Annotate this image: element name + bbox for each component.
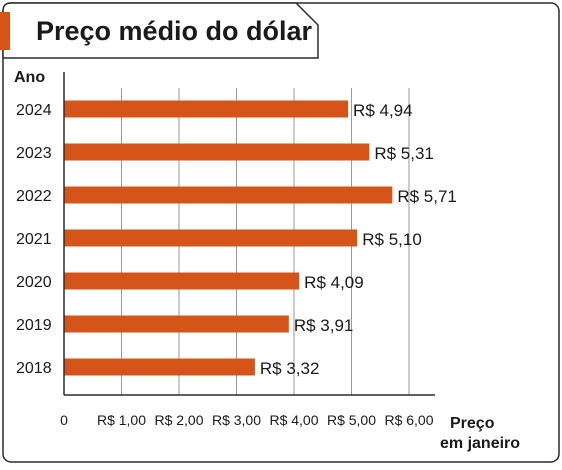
bar-2020	[64, 272, 300, 290]
bar-2023	[64, 143, 370, 161]
chart-title: Preço médio do dólar	[36, 16, 313, 46]
x-tick-label: R$ 6,00	[384, 412, 433, 428]
y-category-label: 2023	[16, 145, 52, 162]
y-category-label: 2021	[16, 231, 52, 248]
bar-2021	[64, 229, 358, 247]
y-category-labels: 2024 2023 2022 2021 2020 2019 2018	[16, 102, 52, 377]
title-tab	[2, 2, 319, 59]
y-category-label: 2020	[16, 274, 52, 291]
value-label: R$ 3,91	[294, 316, 354, 335]
value-label: R$ 4,94	[353, 101, 413, 120]
bar-2018	[64, 358, 255, 376]
bars	[64, 100, 393, 376]
value-labels: R$ 4,94 R$ 5,31 R$ 5,71 R$ 5,10 R$ 4,09 R$ 3,…	[260, 101, 457, 378]
value-label: R$ 4,09	[304, 273, 364, 292]
y-category-label: 2018	[16, 360, 52, 377]
y-category-label: 2022	[16, 188, 52, 205]
y-category-label: 2024	[16, 102, 52, 119]
x-axis-label-line1: Preço	[450, 415, 495, 432]
x-tick-label: R$ 1,00	[97, 412, 146, 428]
value-label: R$ 5,10	[362, 230, 422, 249]
x-tick-labels: 0 R$ 1,00 R$ 2,00 R$ 3,00 R$ 4,00 R$ 5,00 R$ 6…	[60, 412, 434, 428]
bar-2022	[64, 186, 393, 204]
y-axis-label: Ano	[14, 69, 45, 86]
bar-2019	[64, 315, 289, 333]
value-label: R$ 3,32	[260, 359, 320, 378]
x-tick-label: R$ 3,00	[212, 412, 261, 428]
value-label: R$ 5,71	[397, 187, 457, 206]
y-category-label: 2019	[16, 317, 52, 334]
title-accent-bar	[0, 12, 10, 50]
value-label: R$ 5,31	[374, 144, 434, 163]
x-tick-label: R$ 5,00	[327, 412, 376, 428]
bar-2024	[64, 100, 349, 118]
x-tick-label: R$ 2,00	[154, 412, 203, 428]
x-axis-label-line2: em janeiro	[440, 435, 520, 452]
x-tick-label: R$ 4,00	[269, 412, 318, 428]
x-tick-label: 0	[60, 412, 68, 428]
